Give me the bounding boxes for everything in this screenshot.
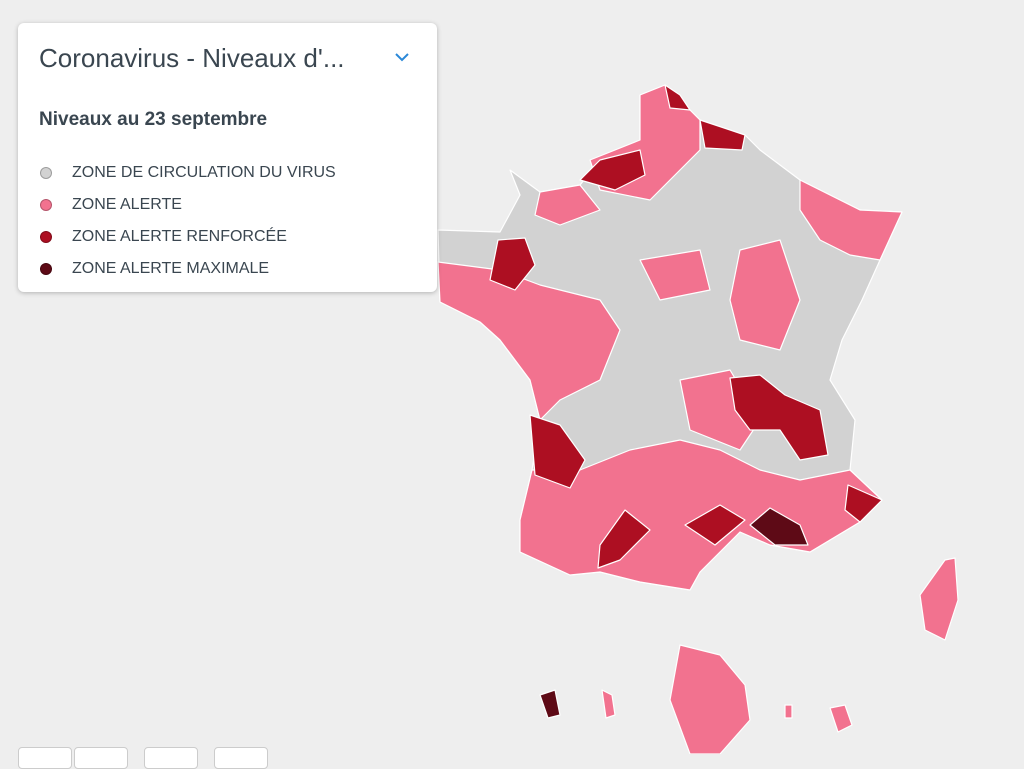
bouches-du-rhone: [749, 507, 809, 546]
legend-label: ZONE ALERTE MAXIMALE: [72, 260, 270, 277]
map-button[interactable]: [144, 747, 198, 769]
legend-item: ZONE ALERTE RENFORCÉE: [40, 221, 336, 253]
west-region: [437, 261, 621, 421]
map-button[interactable]: [18, 747, 72, 769]
legend-label: ZONE ALERTE RENFORCÉE: [72, 228, 287, 245]
alpes-maritimes: [844, 484, 883, 523]
panel-subtitle: Niveaux au 23 septembre: [39, 109, 268, 130]
sarthe: [489, 237, 536, 291]
gironde: [529, 414, 586, 489]
map-button[interactable]: [214, 747, 268, 769]
legend-swatch: [40, 263, 52, 275]
center-east-region: [729, 239, 801, 351]
guyane-dot: [784, 704, 793, 719]
mayotte: [829, 704, 853, 733]
rhone: [729, 374, 829, 461]
toulouse: [597, 509, 651, 569]
dropdown-chevron[interactable]: [394, 51, 410, 63]
legend-item: ZONE DE CIRCULATION DU VIRUS: [40, 157, 336, 189]
martinique: [601, 689, 616, 719]
legend-item: ZONE ALERTE: [40, 189, 336, 221]
legend-label: ZONE DE CIRCULATION DU VIRUS: [72, 164, 336, 181]
panel-title: Coronavirus - Niveaux d'...: [39, 43, 345, 73]
corsica: [919, 557, 959, 641]
north-center-region: [639, 249, 711, 301]
legend-label: ZONE ALERTE: [72, 196, 182, 213]
pas-de-calais-top: [664, 84, 691, 111]
map-button[interactable]: [74, 747, 128, 769]
guadeloupe: [539, 689, 561, 719]
legend: ZONE DE CIRCULATION DU VIRUS ZONE ALERTE Z…: [40, 157, 336, 285]
normandy-west: [534, 184, 601, 226]
nord-dept: [699, 119, 746, 151]
herault: [684, 504, 746, 546]
east-region: [799, 179, 903, 261]
legend-swatch: [40, 199, 52, 211]
legend-swatch: [40, 231, 52, 243]
legend-item: ZONE ALERTE MAXIMALE: [40, 253, 336, 285]
seine-maritime: [579, 149, 646, 191]
legend-panel: Coronavirus - Niveaux d'... Niveaux au 2…: [18, 23, 437, 292]
reunion-like: [669, 644, 751, 754]
legend-swatch: [40, 167, 52, 179]
